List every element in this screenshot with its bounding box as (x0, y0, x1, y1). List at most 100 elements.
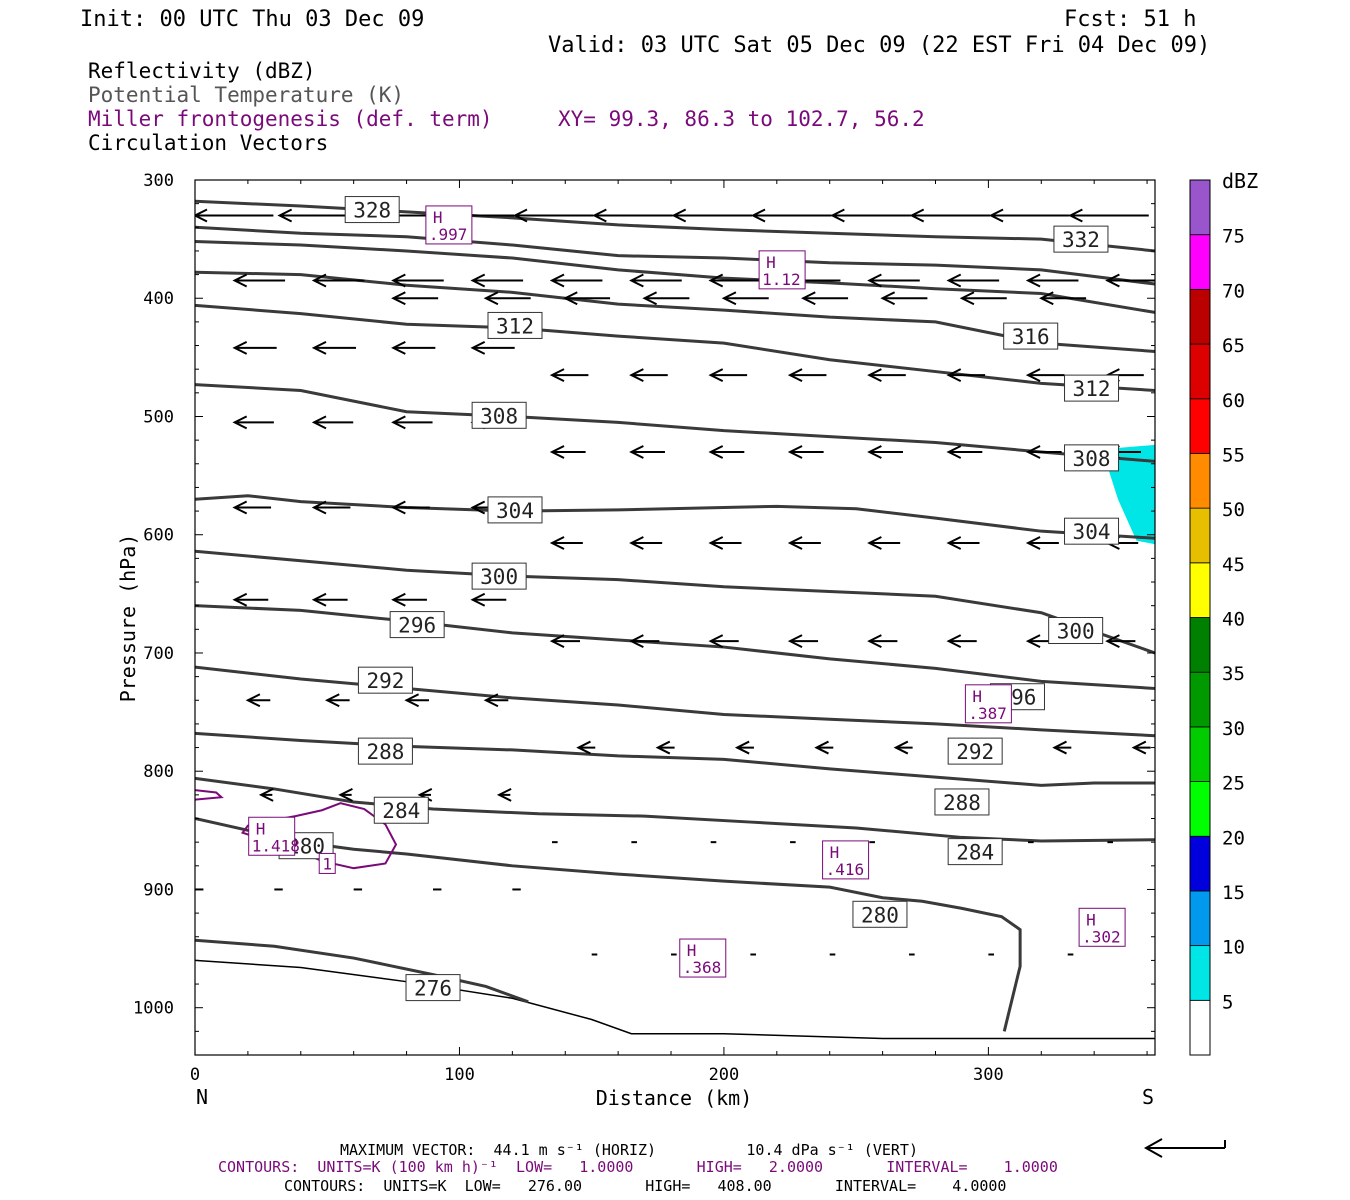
circulation-vector (787, 634, 819, 649)
frontogenesis-maximum: H.416 (822, 840, 870, 880)
circulation-vector (245, 693, 271, 708)
plot-background (195, 180, 1155, 1055)
circulation-vector (787, 445, 824, 459)
theta-contour-label: 276 (405, 974, 461, 1002)
frontogenesis-maximum: H1.418 (248, 816, 300, 856)
theta-contour-label: 328 (344, 196, 400, 224)
circulation-vector (867, 445, 903, 459)
theta-contour-320 (195, 239, 1155, 314)
colorbar-tick-label: 25 (1222, 773, 1245, 795)
theta-contour-label: 288 (934, 788, 990, 816)
circulation-vector (867, 536, 901, 550)
colorbar-tick-label: 10 (1222, 937, 1245, 959)
svg-text:312: 312 (496, 314, 534, 338)
theta-contour-296 (195, 604, 1155, 690)
circulation-vector (671, 208, 753, 223)
circulation-vector (642, 291, 690, 306)
plot-frame (194, 179, 1156, 1056)
x-tick-label: 100 (444, 1065, 475, 1085)
theta-contour-label: 280 (852, 900, 908, 928)
y-tick-label: 800 (143, 762, 174, 782)
x-left-end-label: N (196, 1085, 208, 1109)
colorbar-tick-label: 40 (1222, 609, 1245, 631)
colorbar-segment (1189, 781, 1211, 837)
theta-contour-308 (195, 383, 1155, 463)
circulation-vector (867, 368, 906, 382)
y-tick-label: 600 (143, 526, 174, 546)
colorbar-tick-label: 55 (1222, 444, 1245, 466)
colorbar-tick-label: 5 (1222, 991, 1233, 1013)
circulation-vector (549, 368, 589, 382)
colorbar-segment (1189, 507, 1211, 564)
circulation-vector (592, 208, 673, 223)
theta-contour-label: 312 (487, 311, 543, 339)
circulation-vector (391, 415, 433, 430)
colorbar-segment (1189, 890, 1211, 947)
theta-contour-292 (195, 665, 1155, 738)
colorbar-segment (1189, 726, 1211, 782)
circulation-vector (1039, 291, 1087, 306)
circulation-vector (1025, 273, 1079, 288)
circulation-vector (629, 273, 682, 288)
circulation-vector (232, 592, 269, 607)
colorbar-title: dBZ (1222, 169, 1258, 193)
circulation-vector (549, 634, 581, 649)
svg-text:300: 300 (1057, 620, 1095, 644)
circulation-vector (470, 592, 507, 607)
circulation-vector (946, 273, 1000, 288)
colorbar-tick-label: 15 (1222, 882, 1245, 904)
circulation-vector (629, 445, 665, 459)
circulation-vector (708, 445, 745, 459)
colorbar-segment (1189, 617, 1211, 673)
circulation-vector (1131, 740, 1151, 755)
svg-text:308: 308 (480, 404, 518, 428)
circulation-vector (338, 787, 353, 802)
colorbar-segment (1189, 179, 1211, 236)
circulation-vector (311, 273, 365, 288)
circulation-vector (549, 536, 583, 550)
svg-text:284: 284 (382, 799, 420, 823)
circulation-vector (750, 208, 832, 223)
circulation-vector (814, 740, 834, 755)
theta-contour-label: 284 (947, 838, 1003, 866)
colorbar-segment (1189, 398, 1211, 454)
svg-text:H: H (830, 843, 840, 862)
circulation-vector (576, 740, 596, 755)
theta-contour-304 (195, 494, 1155, 540)
theta-contour-info: CONTOURS: UNITS=K LOW= 276.00 HIGH= 408.… (284, 1177, 1006, 1195)
frontogenesis-maximum: H.387 (964, 684, 1012, 724)
circulation-vector (512, 208, 594, 223)
circulation-vector (787, 368, 827, 382)
circulation-vector (1025, 445, 1062, 459)
svg-text:.368: .368 (683, 958, 722, 977)
svg-text:H: H (256, 819, 266, 838)
circulation-vector (1052, 740, 1072, 755)
reference-vector-arrow (1143, 1138, 1226, 1158)
circulation-vector (909, 208, 991, 223)
svg-text:H: H (766, 253, 776, 272)
theta-contour-label: 296 (389, 611, 445, 639)
colorbar-tick-label: 35 (1222, 663, 1245, 685)
field-frontogenesis: Miller frontogenesis (def. term) (88, 107, 493, 131)
circulation-vector (324, 693, 350, 708)
theta-contour-label: 308 (471, 401, 527, 429)
circulation-vector (391, 500, 430, 515)
circulation-vector (787, 536, 821, 550)
circulation-vector (946, 368, 986, 382)
circulation-vector (470, 341, 515, 355)
theta-contour-276 (195, 938, 529, 1004)
circulation-vector (629, 634, 660, 649)
frontogenesis-maximum: H.997 (425, 205, 473, 245)
circulation-vector (195, 208, 274, 223)
circulation-vector (1105, 273, 1155, 288)
svg-text:312: 312 (1073, 377, 1111, 401)
y-tick-label: 400 (143, 289, 174, 309)
y-tick-label: 500 (143, 407, 174, 427)
circulation-vector (232, 273, 286, 288)
frontogenesis-contour-info: CONTOURS: UNITS=K (100 km h)⁻¹ LOW= 1.00… (218, 1158, 1058, 1176)
theta-contour-label: 288 (357, 737, 413, 765)
theta-contour-label: 304 (1064, 517, 1120, 545)
colorbar-segment (1189, 562, 1211, 618)
svg-text:304: 304 (496, 499, 534, 523)
svg-text:H: H (687, 941, 697, 960)
